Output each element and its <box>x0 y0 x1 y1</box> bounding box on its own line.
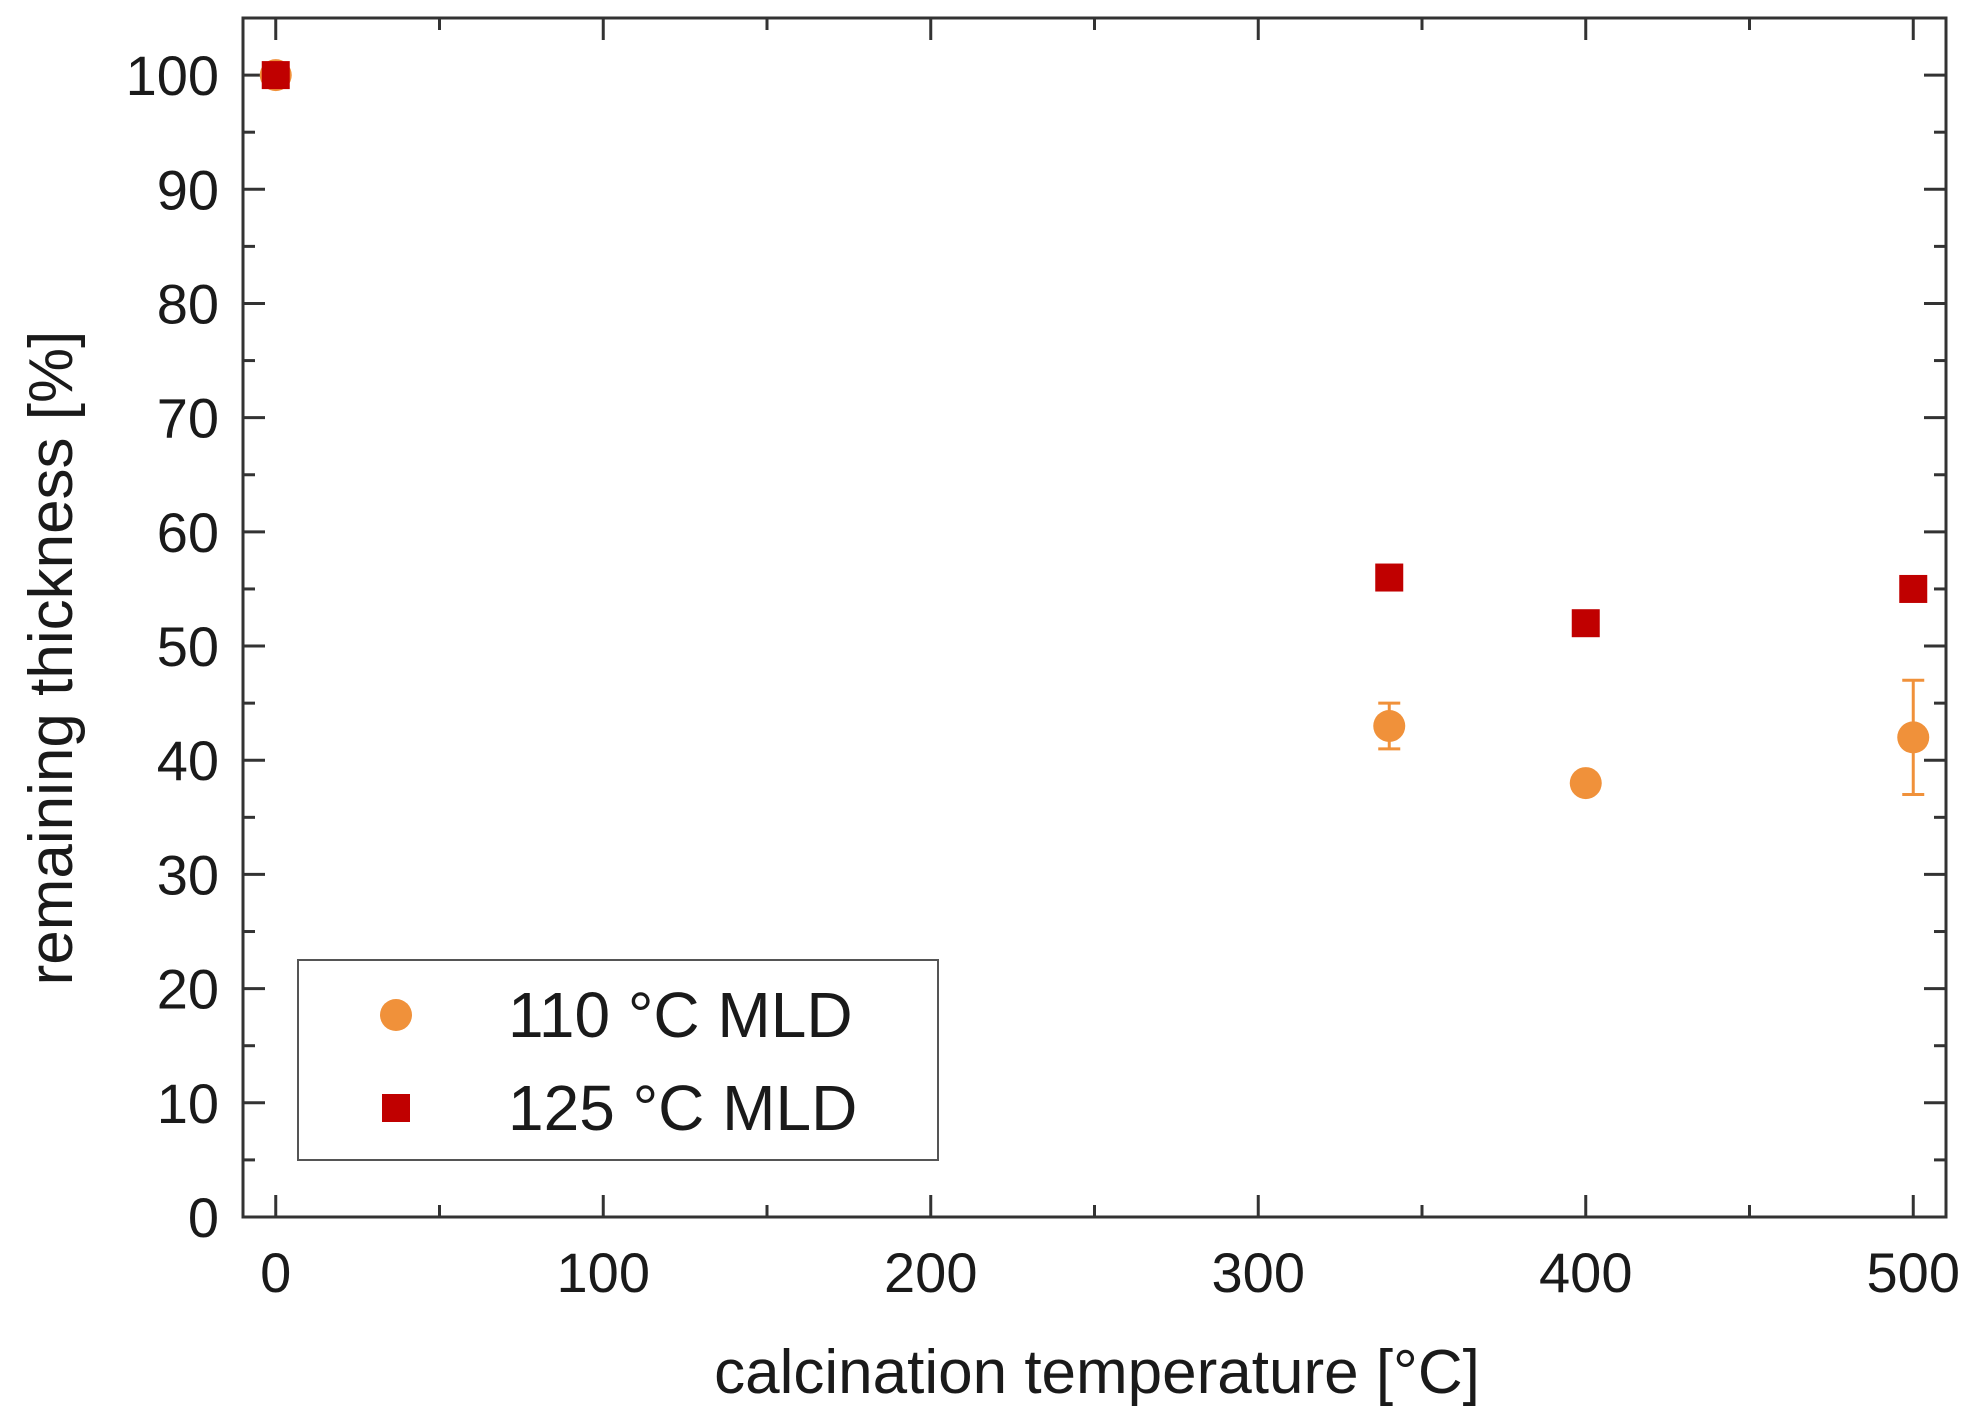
x-tick-label: 300 <box>1212 1241 1305 1304</box>
x-tick-label: 200 <box>884 1241 977 1304</box>
x-tick-label: 500 <box>1867 1241 1960 1304</box>
data-point-square <box>1899 574 1928 603</box>
data-points <box>259 59 1930 800</box>
error-bars <box>1378 678 1925 796</box>
data-point-circle <box>1569 767 1602 800</box>
data-point-square <box>1571 609 1600 638</box>
y-tick-label: 90 <box>157 158 219 221</box>
legend-marker-circle <box>380 999 412 1031</box>
y-tick-label: 20 <box>157 958 219 1021</box>
legend: 110 °C MLD 125 °C MLD <box>297 959 939 1161</box>
y-tick-label: 10 <box>157 1072 219 1135</box>
y-axis-label: remaining thickness [%] <box>17 331 86 986</box>
data-point-square <box>1375 563 1404 592</box>
legend-label: 110 °C MLD <box>508 979 853 1051</box>
y-tick-label: 30 <box>157 843 219 906</box>
x-axis-label: calcination temperature [°C] <box>714 1338 1480 1407</box>
data-point-circle <box>1897 721 1930 754</box>
x-tick-label: 100 <box>557 1241 650 1304</box>
legend-marker-square <box>382 1094 410 1122</box>
y-tick-label: 60 <box>157 501 219 564</box>
y-tick-label: 40 <box>157 729 219 792</box>
y-tick-label: 100 <box>126 44 219 107</box>
y-tick-label: 70 <box>157 387 219 450</box>
legend-box <box>297 959 939 1161</box>
y-tick-label: 80 <box>157 272 219 335</box>
y-tick-label: 0 <box>188 1186 219 1249</box>
data-point-square <box>261 61 290 90</box>
y-tick-label: 50 <box>157 615 219 678</box>
x-tick-label: 400 <box>1539 1241 1632 1304</box>
tick-labels: 0 100 200 300 400 500 0 10 20 30 40 50 60 70 80 90 100 <box>126 44 1960 1304</box>
x-tick-label: 0 <box>260 1241 291 1304</box>
data-point-circle <box>1373 709 1406 742</box>
axis-ticks <box>243 18 1946 1219</box>
legend-label: 125 °C MLD <box>508 1072 857 1144</box>
